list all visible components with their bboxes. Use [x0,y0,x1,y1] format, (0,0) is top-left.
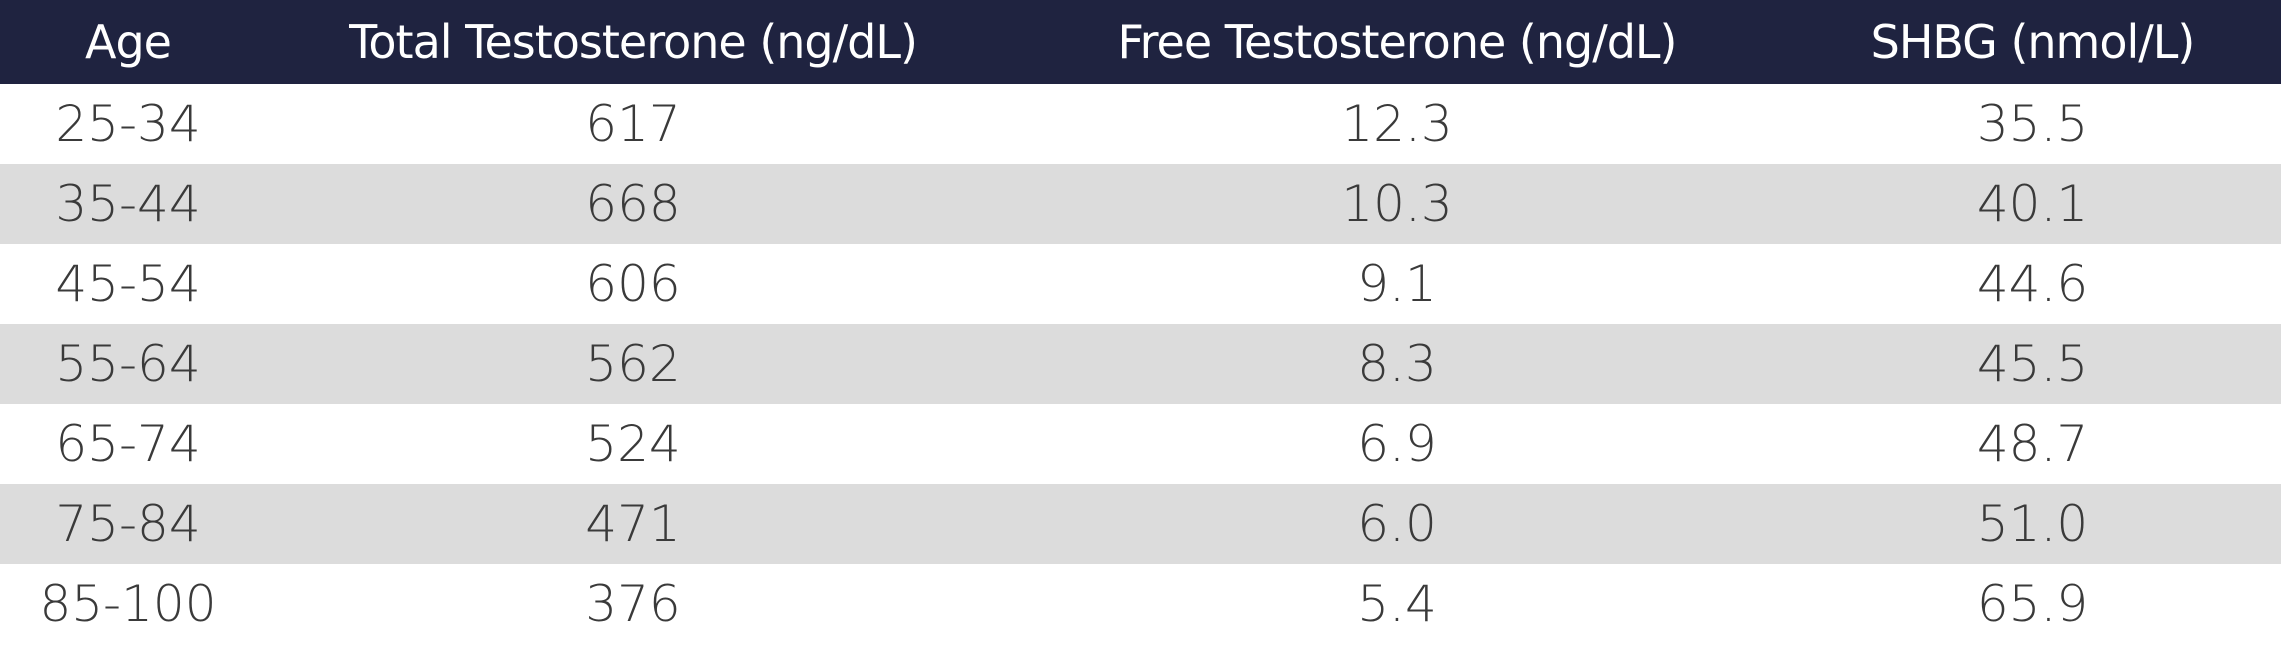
table-cell: 9.1 [1357,255,1437,313]
table-cell: 617 [585,95,681,153]
table-cell: 25-34 [55,95,201,153]
table-row: 25-34 617 12.3 35.5 [0,84,2281,164]
table-cell: 65.9 [1976,575,2089,633]
table-cell: 471 [256,484,1010,564]
table-cell: 40.1 [1784,164,2281,244]
table-cell: 5.4 [1357,575,1437,633]
table-cell: 35-44 [0,164,256,244]
table-row: 45-54 606 9.1 44.6 [0,244,2281,324]
table-cell: 65-74 [55,415,201,473]
table-cell: 606 [585,255,681,313]
table-cell: 376 [585,575,681,633]
table-cell: 10.3 [1010,164,1784,244]
table-row: 65-74 524 6.9 48.7 [0,404,2281,484]
table-cell: 45-54 [55,255,201,313]
table-cell: 35.5 [1976,95,2089,153]
header-row: Age Total Testosterone (ng/dL) Free Testos… [0,0,2281,84]
table-cell: 8.3 [1010,324,1784,404]
table-cell: 524 [585,415,681,473]
table-cell: 48.7 [1976,415,2089,473]
header-cell: SHBG (nmol/L) [1784,0,2281,84]
table-row: 75-84 471 6.0 51.0 [0,484,2281,564]
table-cell: 44.6 [1976,255,2089,313]
table-cell: 75-84 [0,484,256,564]
table-cell: 51.0 [1784,484,2281,564]
table-cell: 85-100 [39,575,217,633]
table-cell: 12.3 [1341,95,1453,153]
table-row: 35-44 668 10.3 40.1 [0,164,2281,244]
table-body: 25-34 617 12.3 35.5 35-44 668 10.3 40.1 45-54 606… [0,84,2281,644]
header-cell: Age [0,0,256,84]
table-cell: 562 [256,324,1010,404]
table-cell: 6.0 [1010,484,1784,564]
table-cell: 6.9 [1357,415,1437,473]
table-row: 85-100 376 5.4 65.9 [0,564,2281,644]
table-cell: 45.5 [1784,324,2281,404]
table-header: Age Total Testosterone (ng/dL) Free Testos… [0,0,2281,84]
table-cell: 55-64 [0,324,256,404]
table-row: 55-64 562 8.3 45.5 [0,324,2281,404]
header-cell: Total Testosterone (ng/dL) [256,0,1010,84]
header-cell: Free Testosterone (ng/dL) [1010,0,1784,84]
table-cell: 668 [256,164,1010,244]
